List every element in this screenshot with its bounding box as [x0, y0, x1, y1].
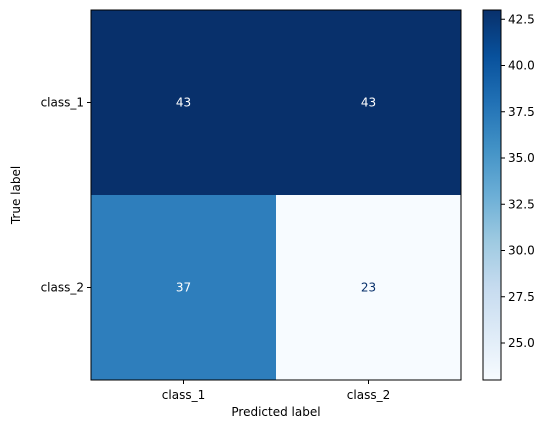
heatmap-cell — [276, 195, 461, 380]
x-tick-label: class_1 — [162, 388, 205, 402]
x-axis-label: Predicted label — [231, 405, 320, 419]
heatmap-cell — [91, 195, 276, 380]
colorbar-tick-label: 25.0 — [508, 336, 535, 350]
cell-value-label: 43 — [176, 96, 191, 110]
colorbar-tick-label: 35.0 — [508, 151, 535, 165]
y-tick-label: class_2 — [41, 281, 84, 295]
cell-value-label: 43 — [361, 96, 376, 110]
cell-value-label: 37 — [176, 281, 191, 295]
plot-frame — [90, 9, 462, 381]
colorbar-tick-label: 27.5 — [508, 290, 535, 304]
y-tick-label: class_1 — [41, 96, 84, 110]
heatmap-cells: 43 43 37 23 — [91, 10, 461, 380]
colorbar-tick-label: 30.0 — [508, 244, 535, 258]
y-axis-label: True label — [9, 166, 23, 225]
colorbar-tick-label: 42.5 — [508, 12, 535, 26]
cell-value-label: 23 — [361, 281, 376, 295]
colorbar-tick-label: 32.5 — [508, 197, 535, 211]
colorbar — [482, 9, 502, 381]
x-ticks: class_1 class_2 — [162, 380, 390, 402]
y-ticks: class_1 class_2 — [41, 96, 91, 295]
colorbar-ticks: 25.0 27.5 30.0 32.5 35.0 37.5 40.0 42.5 — [501, 12, 535, 350]
heatmap-cell — [91, 10, 276, 195]
colorbar-tick-label: 40.0 — [508, 59, 535, 73]
colorbar-tick-label: 37.5 — [508, 105, 535, 119]
x-tick-label: class_2 — [347, 388, 390, 402]
heatmap-cell — [276, 10, 461, 195]
